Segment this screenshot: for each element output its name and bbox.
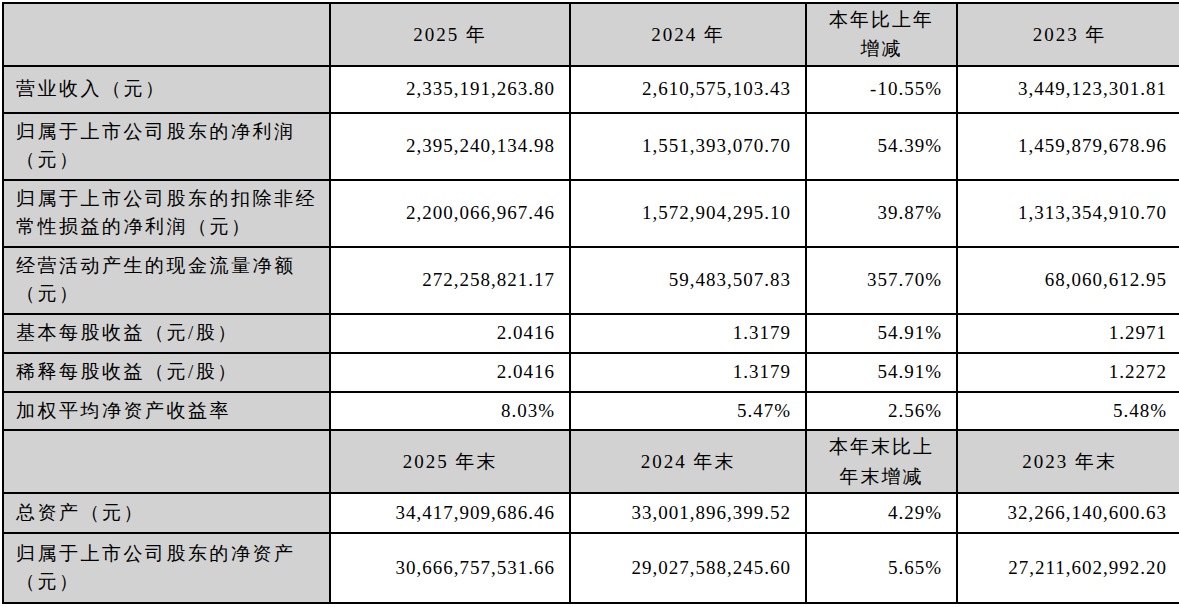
value-2025: 2.0416 <box>330 353 570 392</box>
value-2025: 8.03% <box>330 392 570 431</box>
row-label: 总资产（元） <box>3 493 330 533</box>
value-2024: 33,001,896,399.52 <box>570 493 806 533</box>
row-net-profit-deducted: 归属于上市公司股东的扣除非经常性损益的净利润（元） 2,200,066,967.… <box>3 180 1179 247</box>
value-2025: 2,200,066,967.46 <box>330 180 570 247</box>
row-revenue: 营业收入（元） 2,335,191,263.80 2,610,575,103.4… <box>3 66 1179 113</box>
value-2024: 2,610,575,103.43 <box>570 66 806 113</box>
value-2023: 27,211,602,992.20 <box>957 533 1179 603</box>
value-2025: 2,395,240,134.98 <box>330 113 570 180</box>
col-header-2023-end: 2023 年末 <box>957 430 1179 493</box>
value-2023: 3,449,123,301.81 <box>957 66 1179 113</box>
value-change: 39.87% <box>806 180 957 247</box>
value-2025: 30,666,757,531.66 <box>330 533 570 603</box>
value-2024: 1.3179 <box>570 353 806 392</box>
col-header-2024: 2024 年 <box>570 3 806 66</box>
value-2024: 29,027,588,245.60 <box>570 533 806 603</box>
value-2023: 32,266,140,600.63 <box>957 493 1179 533</box>
col-header-2025: 2025 年 <box>330 3 570 66</box>
col-header-2025-end: 2025 年末 <box>330 430 570 493</box>
row-label: 稀释每股收益（元/股） <box>3 353 330 392</box>
financial-summary-table: 2025 年 2024 年 本年比上年增减 2023 年 营业收入（元） 2,3… <box>2 2 1179 604</box>
header-row-annual: 2025 年 2024 年 本年比上年增减 2023 年 <box>3 3 1179 66</box>
row-diluted-eps: 稀释每股收益（元/股） 2.0416 1.3179 54.91% 1.2272 <box>3 353 1179 392</box>
col-header-yoy-change: 本年比上年增减 <box>806 3 957 66</box>
value-2023: 1,459,879,678.96 <box>957 113 1179 180</box>
row-total-assets: 总资产（元） 34,417,909,686.46 33,001,896,399.… <box>3 493 1179 533</box>
value-2023: 1.2272 <box>957 353 1179 392</box>
value-2024: 5.47% <box>570 392 806 431</box>
row-net-profit: 归属于上市公司股东的净利润（元） 2,395,240,134.98 1,551,… <box>3 113 1179 180</box>
col-header-blank <box>3 3 330 66</box>
value-change: 4.29% <box>806 493 957 533</box>
value-change: 54.91% <box>806 353 957 392</box>
value-2024: 1,551,393,070.70 <box>570 113 806 180</box>
value-change: 357.70% <box>806 247 957 314</box>
row-net-assets: 归属于上市公司股东的净资产（元） 30,666,757,531.66 29,02… <box>3 533 1179 603</box>
col-header-end-change: 本年末比上年末增减 <box>806 430 957 493</box>
col-header-blank <box>3 430 330 493</box>
value-change: -10.55% <box>806 66 957 113</box>
row-label: 经营活动产生的现金流量净额（元） <box>3 247 330 314</box>
value-2024: 59,483,507.83 <box>570 247 806 314</box>
col-header-yoy-change-label: 本年比上年增减 <box>826 5 938 64</box>
header-row-period-end: 2025 年末 2024 年末 本年末比上年末增减 2023 年末 <box>3 430 1179 493</box>
value-change: 5.65% <box>806 533 957 603</box>
value-2025: 2.0416 <box>330 314 570 353</box>
value-2025: 2,335,191,263.80 <box>330 66 570 113</box>
value-2023: 1.2971 <box>957 314 1179 353</box>
row-label: 归属于上市公司股东的净资产（元） <box>3 533 330 603</box>
value-2023: 68,060,612.95 <box>957 247 1179 314</box>
row-weighted-roe: 加权平均净资产收益率 8.03% 5.47% 2.56% 5.48% <box>3 392 1179 431</box>
col-header-2024-end: 2024 年末 <box>570 430 806 493</box>
value-change: 2.56% <box>806 392 957 431</box>
row-basic-eps: 基本每股收益（元/股） 2.0416 1.3179 54.91% 1.2971 <box>3 314 1179 353</box>
value-2023: 1,313,354,910.70 <box>957 180 1179 247</box>
value-2025: 34,417,909,686.46 <box>330 493 570 533</box>
col-header-end-change-label: 本年末比上年末增减 <box>826 432 938 491</box>
row-label: 营业收入（元） <box>3 66 330 113</box>
row-operating-cash-flow: 经营活动产生的现金流量净额（元） 272,258,821.17 59,483,5… <box>3 247 1179 314</box>
report-page: 2025 年 2024 年 本年比上年增减 2023 年 营业收入（元） 2,3… <box>0 0 1179 607</box>
value-2023: 5.48% <box>957 392 1179 431</box>
row-label: 基本每股收益（元/股） <box>3 314 330 353</box>
row-label: 加权平均净资产收益率 <box>3 392 330 431</box>
col-header-2023: 2023 年 <box>957 3 1179 66</box>
value-2024: 1,572,904,295.10 <box>570 180 806 247</box>
value-2024: 1.3179 <box>570 314 806 353</box>
row-label: 归属于上市公司股东的扣除非经常性损益的净利润（元） <box>3 180 330 247</box>
value-change: 54.39% <box>806 113 957 180</box>
value-change: 54.91% <box>806 314 957 353</box>
value-2025: 272,258,821.17 <box>330 247 570 314</box>
row-label: 归属于上市公司股东的净利润（元） <box>3 113 330 180</box>
